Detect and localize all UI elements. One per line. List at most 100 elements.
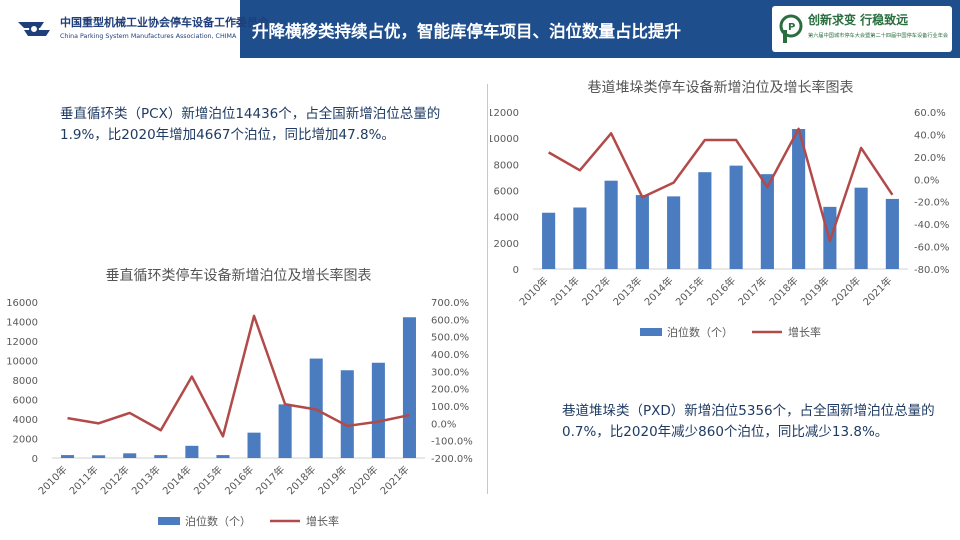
chima-logo-icon [18,22,50,36]
y-left-tick-label: 10000 [490,134,519,145]
y-left-tick-label: 0 [32,454,38,465]
x-tick-label: 2019年 [798,274,832,308]
y-left-tick-label: 0 [513,265,519,276]
legend-bar-label: 泊位数（个） [667,325,733,339]
x-tick-label: 2019年 [315,463,349,497]
y-left-tick-label: 6000 [494,187,519,198]
bar [216,455,230,458]
chart-title: 巷道堆垛类停车设备新增泊位及增长率图表 [588,79,854,96]
y-right-tick-label: 500.0% [431,333,469,344]
bar [371,362,385,458]
y-right-tick-label: 400.0% [431,350,469,361]
x-tick-label: 2011年 [66,463,100,497]
legend-bar-swatch [640,328,662,336]
bar [885,198,899,269]
growth-rate-line [548,127,894,243]
x-tick-label: 2018年 [766,274,800,308]
bar [729,165,743,269]
y-left-tick-label: 8000 [13,376,38,387]
bar [604,180,618,269]
pxd-chart: 巷道堆垛类停车设备新增泊位及增长率图表 0 2000 4000 6000 8000 1000… [490,79,949,339]
bar [154,455,168,458]
y-left-tick-label: 2000 [494,239,519,250]
bar [123,453,137,458]
y-right-tick-label: -60.0% [914,243,949,254]
bar [760,174,774,269]
x-tick-label: 2020年 [829,274,863,308]
legend-bar-label: 泊位数（个） [185,514,251,528]
event-logo-icon: P [779,14,803,43]
page-title: 升降横移类持续占优，智能库停车项目、泊位数量占比提升 [252,22,681,41]
bar [402,317,416,458]
y-right-tick-label: 60.0% [914,108,946,119]
y-left-tick-label: 10000 [6,357,38,368]
x-tick-label: 2010年 [35,463,69,497]
y-right-tick-label: 0.0% [431,419,456,430]
chart-title: 垂直循环类停车设备新增泊位及增长率图表 [106,267,372,284]
bar [698,172,712,269]
y-right-tick-label: 200.0% [431,385,469,396]
x-tick-label: 2017年 [735,274,769,308]
bar [92,455,106,458]
bar [542,212,556,269]
slogan-area: P 创新求变 行稳致远 第六届中国城市停车大会暨第二十四届中国停车设备行业年会 [772,6,952,52]
y-right-tick-label: 700.0% [431,298,469,309]
y-left-tick-label: 2000 [13,435,38,446]
x-tick-label: 2018年 [284,463,318,497]
bar [61,455,75,458]
x-tick-label: 2014年 [160,463,194,497]
pcx-summary-note: 垂直循环类（PCX）新增泊位14436个，占全国新增泊位总量的1.9%，比202… [60,106,441,143]
x-tick-label: 2012年 [98,463,132,497]
x-tick-label: 2013年 [610,274,644,308]
y-left-tick-label: 4000 [13,415,38,426]
y-right-tick-label: 40.0% [914,130,946,141]
logo-area: 中国重型机械工业协会停车设备工作委员会 China Parking System… [0,0,269,58]
x-tick-label: 2016年 [222,463,256,497]
bar [667,196,681,269]
org-name-en: China Parking System Manufactures Associ… [60,33,237,40]
bar [635,195,649,269]
x-tick-label: 2014年 [641,274,675,308]
bar [573,207,587,269]
y-left-tick-label: 12000 [490,108,519,119]
y-right-tick-label: 0.0% [914,175,939,186]
x-tick-label: 2011年 [548,274,582,308]
legend-line-label: 增长率 [306,514,339,528]
y-right-tick-label: -20.0% [914,198,949,209]
y-left-tick-label: 4000 [494,213,519,224]
bar [247,432,261,458]
y-left-tick-label: 12000 [6,337,38,348]
x-tick-label: 2010年 [516,274,550,308]
org-name-cn: 中国重型机械工业协会停车设备工作委员会 [60,16,269,29]
x-tick-label: 2013年 [129,463,163,497]
x-tick-label: 2012年 [579,274,613,308]
bar [340,370,354,458]
pcx-chart: 垂直循环类停车设备新增泊位及增长率图表 0 2000 4000 6000 8000 1000… [6,267,473,528]
y-right-tick-label: -80.0% [914,265,949,276]
section-divider [487,84,488,494]
x-tick-label: 2015年 [191,463,225,497]
y-right-tick-label: 100.0% [431,402,469,413]
pxd-summary-note: 巷道堆垛类（PXD）新增泊位5356个，占全国新增泊位总量的0.7%，比2020… [562,403,935,440]
x-tick-label: 2015年 [673,274,707,308]
x-tick-label: 2021年 [377,463,411,497]
y-right-tick-label: 300.0% [431,367,469,378]
y-right-tick-label: 20.0% [914,153,946,164]
legend-line-label: 增长率 [788,325,821,339]
bar [792,129,806,269]
y-left-tick-label: 14000 [6,318,38,329]
x-tick-label: 2020年 [346,463,380,497]
svg-text:P: P [788,22,795,33]
y-left-tick-label: 6000 [13,396,38,407]
bar [185,445,199,458]
x-tick-label: 2016年 [704,274,738,308]
x-tick-label: 2017年 [253,463,287,497]
header-bar: 中国重型机械工业协会停车设备工作委员会 China Parking System… [0,0,960,58]
growth-rate-line [67,314,410,438]
legend-bar-swatch [158,517,180,525]
y-right-tick-label: 600.0% [431,315,469,326]
y-left-tick-label: 8000 [494,160,519,171]
y-left-tick-label: 16000 [6,298,38,309]
y-right-tick-label: -40.0% [914,220,949,231]
y-right-tick-label: -200.0% [431,454,473,465]
